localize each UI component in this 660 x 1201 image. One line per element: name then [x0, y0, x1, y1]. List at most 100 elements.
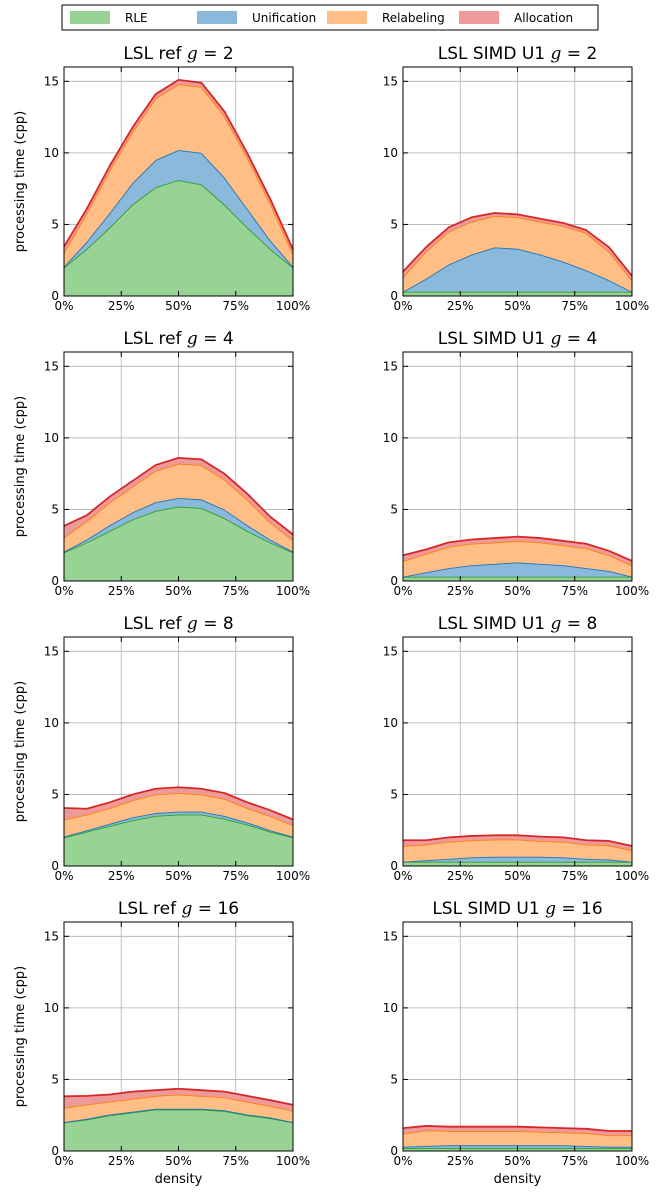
area-relabeling-1	[403, 215, 632, 292]
x-tick-label-0-3: 75%	[222, 299, 249, 313]
area-rle-6	[64, 1109, 293, 1151]
chart-panel-6: LSL ref g = 16 0 5 10 15 0% 25% 50% 75% 100% proce…	[13, 899, 310, 1187]
x-tick-label-1-0: 0%	[393, 299, 412, 313]
x-tick-label-2-1: 25%	[108, 584, 135, 598]
line-unification-7	[402, 1144, 632, 1148]
x-tick-label-0-4: 100%	[276, 299, 310, 313]
line-allocation-5	[403, 834, 633, 847]
chart-title-6: LSL ref g = 16	[118, 899, 239, 919]
legend-label-3: Allocation	[514, 11, 573, 25]
x-tick-label-4-4: 100%	[276, 869, 310, 883]
line-unification-5	[402, 855, 633, 863]
x-tick-label-2-0: 0%	[54, 584, 73, 598]
area-allocation-2	[64, 457, 293, 541]
line-allocation-1	[402, 212, 633, 277]
legend-swatch-2	[327, 11, 367, 24]
chart-title-1: LSL SIMD U1 g = 2	[438, 44, 598, 64]
x-tick-label-0-1: 25%	[108, 299, 135, 313]
y-tick-label-2-1: 5	[51, 502, 59, 516]
y-tick-label-7-3: 15	[383, 929, 398, 943]
chart-title-0: LSL ref g = 2	[123, 44, 233, 64]
y-tick-label-3-2: 10	[383, 431, 398, 445]
y-axis-label-0: processing time (cpp)	[13, 111, 28, 253]
y-tick-label-4-1: 5	[51, 787, 59, 801]
x-tick-label-7-2: 50%	[504, 1154, 531, 1168]
area-allocation-7	[403, 1125, 632, 1136]
line-allocation-7	[402, 1125, 632, 1132]
area-relabeling-2	[64, 463, 293, 552]
x-tick-label-4-1: 25%	[108, 869, 135, 883]
line-allocation-2	[63, 457, 294, 536]
x-tick-label-1-2: 50%	[504, 299, 531, 313]
area-unification-1	[403, 247, 632, 292]
chart-panel-0: LSL ref g = 2 0 5 10 15 0% 25% 50% 75% 100% proces…	[13, 44, 310, 313]
x-tick-label-3-4: 100%	[615, 584, 649, 598]
y-tick-label-6-2: 10	[44, 1001, 59, 1015]
x-tick-label-7-0: 0%	[393, 1154, 412, 1168]
line-rle-0	[63, 179, 294, 269]
y-tick-label-6-0: 0	[51, 1144, 59, 1158]
x-tick-label-7-4: 100%	[615, 1154, 649, 1168]
x-tick-label-5-1: 25%	[447, 869, 474, 883]
legend-label-2: Relabeling	[382, 11, 445, 25]
y-tick-label-1-3: 15	[383, 74, 398, 88]
legend-label-0: RLE	[125, 11, 148, 25]
chart-panel-1: LSL SIMD U1 g = 2 0 5 10 15 0% 25% 50% 75% 100%	[383, 44, 649, 313]
legend: RLE Unification Relabeling Allocation	[61, 4, 599, 31]
x-tick-label-4-2: 50%	[165, 869, 192, 883]
x-tick-label-7-3: 75%	[561, 1154, 588, 1168]
x-tick-label-3-2: 50%	[504, 584, 531, 598]
y-axis-label-4: processing time (cpp)	[13, 681, 28, 823]
area-unification-5	[403, 856, 632, 862]
chart-panel-2: LSL ref g = 4 0 5 10 15 0% 25% 50% 75% 100% proces…	[13, 329, 310, 598]
y-tick-label-5-2: 10	[383, 716, 398, 730]
chart-panel-4: LSL ref g = 8 0 5 10 15 0% 25% 50% 75% 100% proces…	[13, 614, 310, 883]
y-tick-label-1-1: 5	[390, 217, 398, 231]
x-tick-label-2-2: 50%	[165, 584, 192, 598]
x-tick-label-3-3: 75%	[561, 584, 588, 598]
y-tick-label-2-2: 10	[44, 431, 59, 445]
y-tick-label-0-1: 5	[51, 217, 59, 231]
area-relabeling-7	[403, 1130, 632, 1147]
y-tick-label-5-1: 5	[390, 787, 398, 801]
y-tick-label-3-1: 5	[390, 502, 398, 516]
x-tick-label-3-1: 25%	[447, 584, 474, 598]
chart-title-2: LSL ref g = 4	[123, 329, 233, 349]
x-tick-label-2-4: 100%	[276, 584, 310, 598]
legend-swatch-0	[70, 11, 110, 24]
y-tick-label-0-0: 0	[51, 289, 59, 303]
chart-panel-3: LSL SIMD U1 g = 4 0 5 10 15 0% 25% 50% 75% 100%	[383, 329, 649, 598]
chart-title-3: LSL SIMD U1 g = 4	[438, 329, 598, 349]
chart-title-4: LSL ref g = 8	[123, 614, 233, 634]
x-tick-label-6-3: 75%	[222, 1154, 249, 1168]
chart-title-5: LSL SIMD U1 g = 8	[438, 614, 598, 634]
area-relabeling-0	[64, 84, 293, 267]
y-tick-label-7-2: 10	[383, 1001, 398, 1015]
y-tick-label-6-3: 15	[44, 929, 59, 943]
x-tick-label-4-3: 75%	[222, 869, 249, 883]
y-tick-label-5-0: 0	[390, 859, 398, 873]
x-tick-label-5-4: 100%	[615, 869, 649, 883]
legend-label-1: Unification	[252, 11, 316, 25]
legend-swatch-1	[197, 11, 237, 24]
x-tick-label-1-1: 25%	[447, 299, 474, 313]
x-tick-label-0-2: 50%	[165, 299, 192, 313]
x-tick-label-2-3: 75%	[222, 584, 249, 598]
x-tick-label-3-0: 0%	[393, 584, 412, 598]
x-tick-label-1-4: 100%	[615, 299, 649, 313]
y-tick-label-3-0: 0	[390, 574, 398, 588]
y-tick-label-1-0: 0	[390, 289, 398, 303]
x-axis-label-7: density	[494, 1172, 542, 1187]
y-tick-label-0-3: 15	[44, 74, 59, 88]
chart-panel-5: LSL SIMD U1 g = 8 0 5 10 15 0% 25% 50% 75% 100%	[383, 614, 649, 883]
y-axis-label-6: processing time (cpp)	[13, 966, 28, 1108]
y-axis-label-2: processing time (cpp)	[13, 396, 28, 538]
y-tick-label-6-1: 5	[51, 1072, 59, 1086]
x-tick-label-5-0: 0%	[393, 869, 412, 883]
x-tick-label-6-2: 50%	[165, 1154, 192, 1168]
y-tick-label-0-2: 10	[44, 146, 59, 160]
chart-panel-7: LSL SIMD U1 g = 16 0 5 10 15 0% 25% 50% 75% 100% d…	[383, 899, 649, 1187]
y-tick-label-2-0: 0	[51, 574, 59, 588]
